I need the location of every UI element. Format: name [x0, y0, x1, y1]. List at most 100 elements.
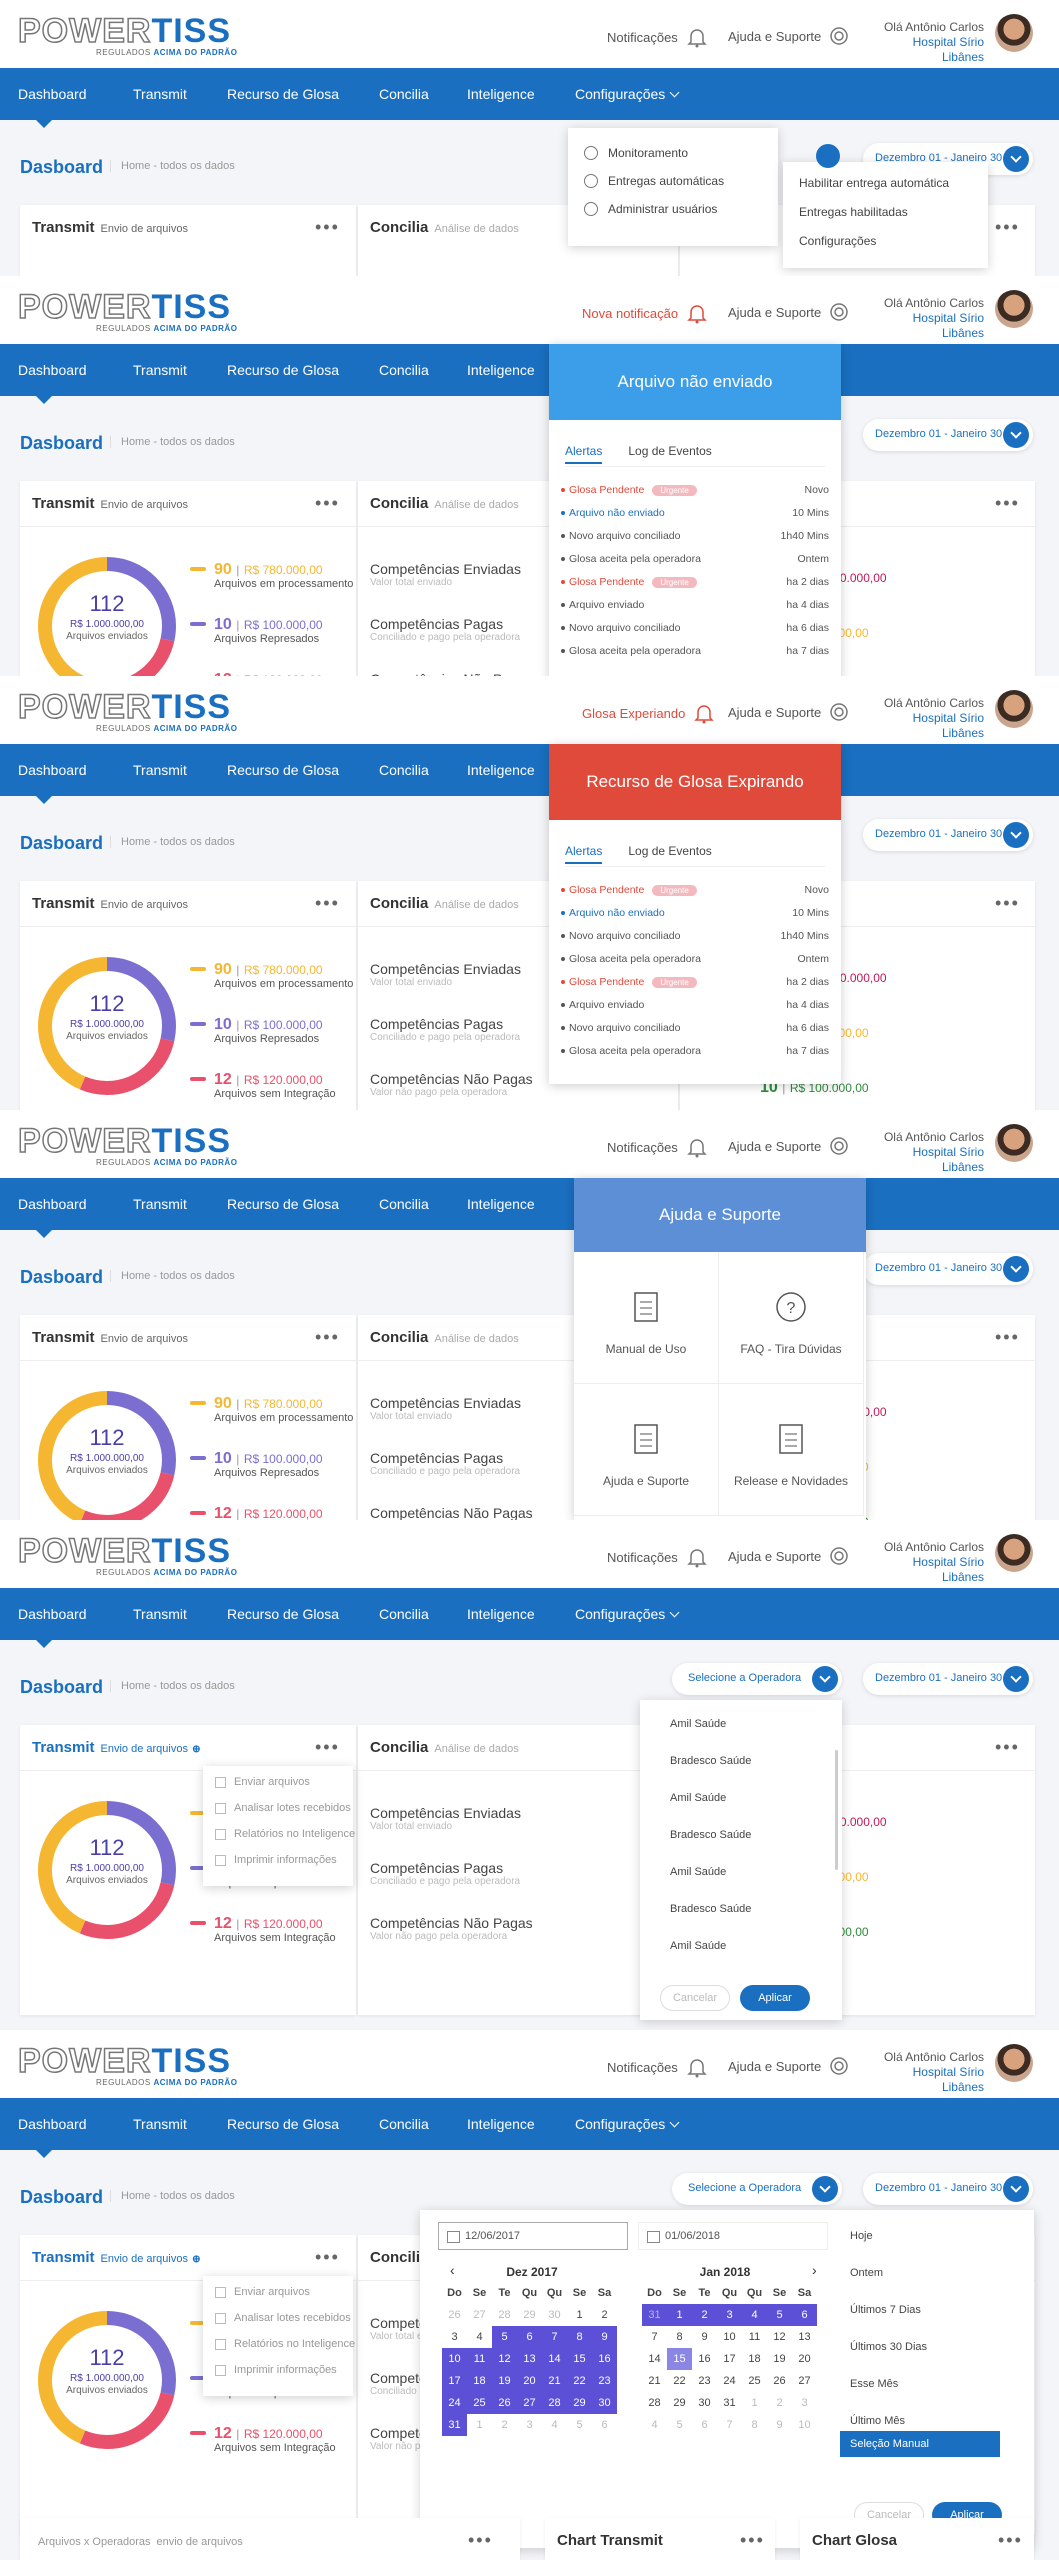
transmit-menu-button[interactable]: ••• — [315, 1327, 340, 1347]
calendar-day[interactable]: 1 — [476, 2419, 483, 2431]
calendar-day[interactable]: 1 — [751, 2397, 758, 2409]
transmit-action-item[interactable]: Enviar arquivos — [215, 2286, 310, 2298]
nav-item-3[interactable]: Concilia — [379, 1606, 429, 1622]
range-option[interactable]: Hoje — [850, 2230, 873, 2242]
nav-item-3[interactable]: Concilia — [379, 362, 429, 378]
date-range-select[interactable]: Dezembro 01 - Janeiro 30 — [863, 419, 1033, 451]
calendar-day[interactable]: 27 — [473, 2309, 486, 2321]
calendar-day[interactable]: 29 — [673, 2397, 686, 2409]
calendar-day[interactable]: 5 — [576, 2419, 583, 2431]
nav-item-1[interactable]: Transmit — [133, 2116, 187, 2132]
calendar-day[interactable]: 11 — [467, 2348, 492, 2370]
calendar-day[interactable]: 14 — [648, 2353, 661, 2365]
avatar[interactable] — [995, 1534, 1033, 1572]
config-menu-item[interactable]: Entregas automáticas — [584, 174, 724, 188]
summary-menu-button[interactable]: ••• — [995, 217, 1020, 237]
calendar-day[interactable]: 3 — [451, 2331, 458, 2343]
notification-item[interactable]: Novo arquivo conciliado 1h40 Mins — [561, 930, 829, 944]
nav-item-2[interactable]: Recurso de Glosa — [227, 2116, 340, 2132]
range-option[interactable]: Últimos 30 Dias — [850, 2341, 928, 2353]
calendar-day[interactable]: 27 — [517, 2392, 542, 2414]
help-item-3[interactable]: Release e Novidades — [719, 1384, 864, 1516]
help-item-0[interactable]: Manual de Uso — [574, 1252, 719, 1384]
transmit-action-item[interactable]: Imprimir informações — [215, 1854, 337, 1866]
calendar-day[interactable]: 13 — [517, 2348, 542, 2370]
transmit-action-item[interactable]: Analisar lotes recebidos — [215, 1802, 351, 1814]
nav-item-3[interactable]: Concilia — [379, 2116, 429, 2132]
nav-item-1[interactable]: Transmit — [133, 362, 187, 378]
nav-item-5[interactable]: Configurações — [575, 2116, 680, 2132]
calendar-day[interactable]: 31 — [442, 2414, 467, 2436]
calendar-day[interactable]: 23 — [698, 2375, 711, 2387]
tab-event-log[interactable]: Log de Eventos — [628, 844, 712, 858]
notifications-link[interactable]: Notificações — [607, 1136, 708, 1158]
calendar-day[interactable]: 26 — [773, 2375, 786, 2387]
range-option[interactable]: Seleção Manual — [840, 2431, 1000, 2457]
calendar-day[interactable]: 8 — [567, 2326, 592, 2348]
notification-item[interactable]: Arquivo não enviado 10 Mins — [561, 507, 829, 521]
notification-item[interactable]: Glosa aceita pela operadora Ontem — [561, 553, 829, 567]
calendar-day[interactable]: 19 — [773, 2353, 786, 2365]
notifications-link[interactable]: Nova notificação — [582, 302, 708, 324]
config-submenu-item[interactable]: Habilitar entrega automática — [799, 176, 950, 190]
calendar-day[interactable]: 31 — [642, 2304, 667, 2326]
card-menu-button[interactable]: ••• — [998, 2530, 1023, 2550]
calendar-day[interactable]: 6 — [601, 2419, 608, 2431]
nav-item-2[interactable]: Recurso de Glosa — [227, 1606, 340, 1622]
nav-item-0[interactable]: Dashboard — [18, 86, 87, 128]
tab-event-log[interactable]: Log de Eventos — [628, 444, 712, 458]
transmit-action-item[interactable]: Relatórios no Inteligence — [215, 1828, 355, 1840]
notification-item[interactable]: Arquivo enviado ha 4 dias — [561, 999, 829, 1013]
calendar-day[interactable]: 2 — [692, 2304, 717, 2326]
operator-option[interactable]: Bradesco Saúde — [670, 1829, 752, 1841]
calendar-day[interactable]: 28 — [542, 2392, 567, 2414]
calendar-day[interactable]: 25 — [467, 2392, 492, 2414]
calendar-day[interactable]: 20 — [798, 2353, 811, 2365]
notification-item[interactable]: Novo arquivo conciliado ha 6 dias — [561, 622, 829, 636]
operator-select[interactable]: Selecione a Operadora — [672, 1663, 842, 1695]
operator-option[interactable]: Amil Saúde — [670, 1792, 727, 1804]
nav-item-2[interactable]: Recurso de Glosa — [227, 362, 340, 378]
nav-item-0[interactable]: Dashboard — [18, 1606, 87, 1648]
help-item-1[interactable]: ? FAQ - Tira Dúvidas — [719, 1252, 864, 1384]
calendar-day[interactable]: 6 — [792, 2304, 817, 2326]
start-date-input[interactable]: 12/06/2017 — [438, 2222, 628, 2250]
calendar-day[interactable]: 30 — [592, 2392, 617, 2414]
calendar-day[interactable]: 26 — [492, 2392, 517, 2414]
nav-item-1[interactable]: Transmit — [133, 1196, 187, 1212]
nav-item-3[interactable]: Concilia — [379, 1196, 429, 1212]
calendar-day[interactable]: 9 — [776, 2419, 783, 2431]
nav-item-3[interactable]: Concilia — [379, 762, 429, 778]
calendar-day[interactable]: 9 — [592, 2326, 617, 2348]
calendar-day[interactable]: 30 — [548, 2309, 561, 2321]
notification-item[interactable]: Novo arquivo conciliado 1h40 Mins — [561, 530, 829, 544]
notifications-link[interactable]: Notificações — [607, 26, 708, 48]
calendar-day[interactable]: 10 — [442, 2348, 467, 2370]
calendar-day[interactable]: 3 — [801, 2397, 808, 2409]
date-range-select[interactable]: Dezembro 01 - Janeiro 30 — [863, 819, 1033, 851]
nav-item-0[interactable]: Dashboard — [18, 1196, 87, 1238]
range-option[interactable]: Último Mês — [850, 2415, 906, 2427]
calendar-day[interactable]: 24 — [442, 2392, 467, 2414]
end-date-input[interactable]: 01/06/2018 — [638, 2222, 828, 2250]
calendar-day[interactable]: 16 — [698, 2353, 711, 2365]
calendar-day[interactable]: 14 — [542, 2348, 567, 2370]
range-option[interactable]: Esse Mês — [850, 2378, 899, 2390]
nav-item-3[interactable]: Concilia — [379, 86, 429, 102]
calendar-day[interactable]: 20 — [517, 2370, 542, 2392]
next-month-icon[interactable]: › — [812, 2262, 817, 2278]
calendar-day[interactable]: 19 — [492, 2370, 517, 2392]
calendar-day[interactable]: 7 — [726, 2419, 733, 2431]
calendar-day[interactable]: 23 — [592, 2370, 617, 2392]
avatar[interactable] — [995, 1124, 1033, 1162]
calendar-day[interactable]: 21 — [542, 2370, 567, 2392]
calendar-day[interactable]: 11 — [748, 2331, 761, 2343]
help-item-2[interactable]: Ajuda e Suporte — [574, 1384, 719, 1516]
calendar-day[interactable]: 4 — [651, 2419, 658, 2431]
calendar-day[interactable]: 4 — [551, 2419, 558, 2431]
avatar[interactable] — [995, 2044, 1033, 2082]
transmit-menu-button[interactable]: ••• — [315, 893, 340, 913]
operator-option[interactable]: Amil Saúde — [670, 1866, 727, 1878]
nav-item-4[interactable]: Inteligence — [467, 1606, 535, 1622]
avatar[interactable] — [995, 690, 1033, 728]
